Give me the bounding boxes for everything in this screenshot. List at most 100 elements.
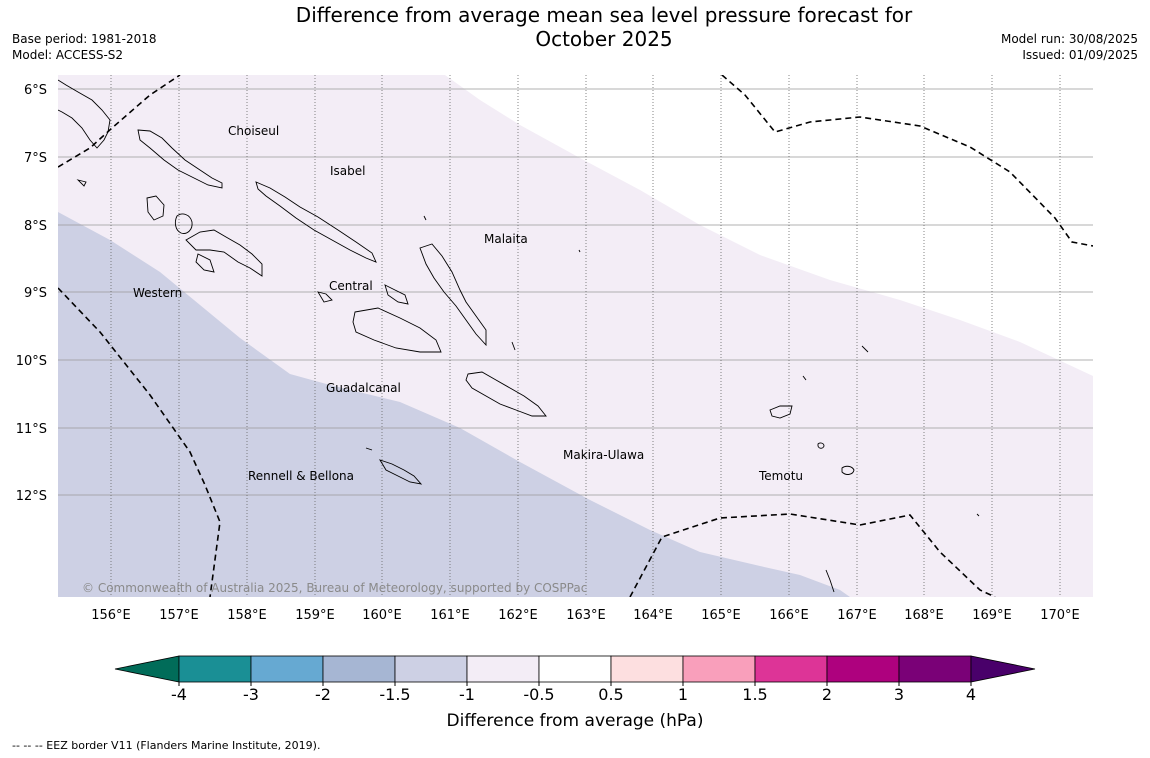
- colorbar-swatch: [394, 655, 468, 683]
- lon-tick-labels: 156°E 157°E 158°E 159°E 160°E 161°E 162°…: [91, 608, 1080, 623]
- colorbar-swatch: [466, 655, 540, 683]
- colorbar: -4 -3 -2 -1.5 -1 -0.5 0.5 1 1.5 2 3 4 Difference fr…: [114, 655, 1036, 731]
- colorbar-tick-label: -4: [171, 685, 187, 704]
- model-name: Model: ACCESS-S2: [12, 48, 124, 62]
- anomaly-band-minus1-5: [58, 212, 850, 597]
- island-makira: [465, 371, 547, 417]
- island-duff: [861, 345, 869, 353]
- region-label-isabel: Isabel: [330, 164, 365, 178]
- colorbar-tick-label: 1: [678, 685, 688, 704]
- colorbar-swatch: [898, 655, 972, 683]
- colorbar-swatches: [178, 655, 972, 683]
- colorbar-swatch: [322, 655, 396, 683]
- lat-tick: 12°S: [16, 489, 47, 504]
- island-santa-cruz: [769, 405, 793, 419]
- map-area: © Commonwealth of Australia 2025, Bureau…: [58, 75, 1093, 597]
- lat-tick: 9°S: [24, 286, 47, 301]
- lat-tick: 10°S: [16, 354, 47, 369]
- island-savo: [317, 291, 333, 303]
- colorbar-tick-label: 0.5: [598, 685, 623, 704]
- colorbar-swatch: [754, 655, 828, 683]
- base-period: Base period: 1981-2018: [12, 32, 157, 46]
- lon-tick: 166°E: [769, 608, 809, 623]
- island-sikaiana: [578, 249, 581, 253]
- lat-gridlines: [58, 88, 1093, 496]
- region-label-temotu: Temotu: [758, 469, 803, 483]
- island-reef-islands: [802, 375, 807, 381]
- title-line-2: October 2025: [535, 27, 673, 51]
- lat-tick: 8°S: [24, 219, 47, 234]
- lon-tick: 165°E: [701, 608, 741, 623]
- island-bougainville: [58, 79, 111, 149]
- lon-tick: 160°E: [362, 608, 402, 623]
- model-run: Model run: 30/08/2025: [1000, 32, 1138, 46]
- lon-tick: 164°E: [633, 608, 673, 623]
- lon-tick: 161°E: [430, 608, 470, 623]
- colorbar-tick-label: 2: [822, 685, 832, 704]
- island-vella-lavella: [146, 195, 165, 221]
- lon-gridlines: [110, 75, 1061, 597]
- colorbar-swatch: [538, 655, 612, 683]
- island-new-georgia: [185, 229, 263, 277]
- lon-tick: 167°E: [837, 608, 877, 623]
- region-label-rennell-bellona: Rennell & Bellona: [248, 469, 354, 483]
- colorbar-tick-label: -2: [315, 685, 331, 704]
- region-labels: Choiseul Isabel Malaita Western Central …: [133, 124, 803, 483]
- colorbar-swatch: [682, 655, 756, 683]
- issued-date: Issued: 01/09/2025: [1022, 48, 1138, 62]
- island-tikopia: [976, 513, 980, 517]
- colorbar-ticks: -4 -3 -2 -1.5 -1 -0.5 0.5 1 1.5 2 3 4: [171, 682, 976, 704]
- island-shortlands: [76, 179, 87, 187]
- colorbar-swatch: [178, 655, 252, 683]
- colorbar-swatch: [610, 655, 684, 683]
- lat-tick-labels: 6°S 7°S 8°S 9°S 10°S 11°S 12°S: [16, 83, 47, 504]
- island-utupua: [817, 442, 825, 449]
- lon-tick: 162°E: [498, 608, 538, 623]
- lon-tick: 163°E: [566, 608, 606, 623]
- lat-tick: 7°S: [24, 151, 47, 166]
- colorbar-swatch: [826, 655, 900, 683]
- colorbar-tick-label: -0.5: [523, 685, 554, 704]
- island-bellona: [365, 447, 373, 451]
- eez-borders: [58, 75, 1093, 597]
- colorbar-tick-label: 1.5: [742, 685, 767, 704]
- colorbar-tick-label: -1.5: [379, 685, 410, 704]
- islands: [58, 79, 980, 593]
- lon-tick: 169°E: [972, 608, 1012, 623]
- run-info: Model run: 30/08/2025 Issued: 01/09/2025: [1001, 31, 1138, 63]
- lon-tick: 170°E: [1040, 608, 1080, 623]
- island-isabel: [255, 181, 377, 263]
- island-anuta: [825, 569, 835, 593]
- region-label-central: Central: [329, 279, 373, 293]
- island-choiseul: [137, 129, 223, 189]
- colorbar-swatch: [250, 655, 324, 683]
- island-ontong-java: [423, 215, 427, 221]
- title-line-1: Difference from average mean sea level p…: [295, 3, 913, 27]
- region-label-guadalcanal: Guadalcanal: [326, 381, 401, 395]
- lat-tick: 11°S: [16, 422, 47, 437]
- island-rennell: [378, 459, 423, 485]
- region-label-makira-ulawa: Makira-Ulawa: [563, 448, 644, 462]
- island-ulawa: [511, 341, 516, 351]
- region-label-choiseul: Choiseul: [228, 124, 279, 138]
- region-label-western: Western: [133, 286, 182, 300]
- colorbar-tick-label: 4: [966, 685, 976, 704]
- copyright-notice: © Commonwealth of Australia 2025, Bureau…: [82, 581, 587, 595]
- lon-tick: 159°E: [295, 608, 335, 623]
- island-malaita: [419, 243, 487, 347]
- lon-tick: 157°E: [159, 608, 199, 623]
- island-kolombangara: [174, 213, 193, 234]
- colorbar-over-arrow: [970, 655, 1036, 683]
- colorbar-tick-label: -1: [459, 685, 475, 704]
- colorbar-label: Difference from average (hPa): [447, 711, 704, 731]
- colorbar-tick-label: -3: [243, 685, 259, 704]
- island-vanikoro: [841, 465, 855, 475]
- colorbar-tick-label: 3: [894, 685, 904, 704]
- lon-tick: 158°E: [227, 608, 267, 623]
- lon-tick: 156°E: [91, 608, 131, 623]
- island-florida: [384, 284, 409, 305]
- colorbar-under-arrow: [114, 655, 180, 683]
- island-guadalcanal: [352, 307, 442, 353]
- lat-tick: 6°S: [24, 83, 47, 98]
